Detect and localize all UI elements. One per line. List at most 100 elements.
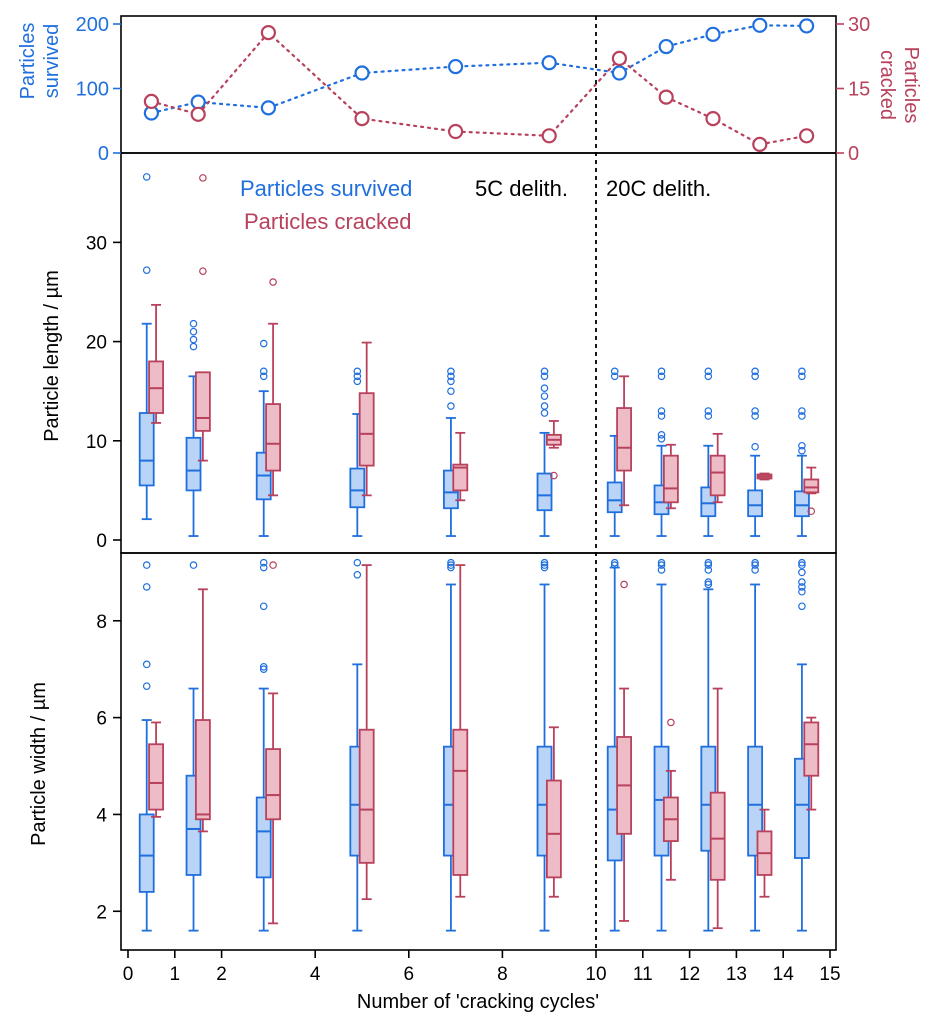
length-survived-box bbox=[536, 472, 553, 512]
particle-width-panel: Particle width / µm bbox=[28, 552, 837, 951]
width-cracked-box bbox=[358, 728, 375, 864]
width-survived-outlier bbox=[447, 563, 455, 572]
width-survived-outlier bbox=[353, 558, 362, 567]
cracked-count-point bbox=[190, 106, 206, 122]
width-survived-outlier bbox=[142, 583, 151, 591]
length-survived-outlier bbox=[657, 367, 666, 376]
cracked-count-point bbox=[354, 110, 370, 127]
survived-count-point bbox=[354, 65, 370, 81]
length-y-tick-label: 20 bbox=[86, 333, 107, 354]
width-survived-outlier bbox=[142, 660, 151, 669]
length-cracked-outlier bbox=[199, 267, 207, 275]
cracked-count-point bbox=[611, 50, 628, 67]
cracked-axis-title-line1: Particles bbox=[900, 47, 922, 124]
cracked-count-point bbox=[798, 128, 815, 144]
length-cracked-outlier bbox=[550, 471, 558, 480]
width-survived-outlier bbox=[259, 662, 268, 671]
survived-count-point bbox=[541, 55, 557, 71]
length-y-tick-label: 10 bbox=[86, 432, 107, 453]
x-axis-tick-label: 0 bbox=[123, 964, 134, 985]
width-survived-outlier bbox=[704, 578, 713, 586]
survived-count-point bbox=[798, 18, 815, 34]
cracked-axis-tick-label: 0 bbox=[848, 143, 859, 165]
width-survived-outlier bbox=[798, 568, 806, 577]
length-cracked-outlier bbox=[269, 278, 277, 286]
length-survived-outlier bbox=[189, 335, 198, 344]
width-y-tick-label: 8 bbox=[96, 612, 107, 633]
survived-axis-title-line1: Particles bbox=[17, 23, 39, 100]
width-survived-outlier bbox=[751, 558, 759, 567]
length-cracked-box bbox=[803, 478, 820, 494]
width-survived-outlier bbox=[657, 561, 666, 569]
width-survived-outlier bbox=[798, 583, 806, 591]
width-cracked-box bbox=[194, 719, 211, 821]
width-survived-outlier bbox=[447, 558, 455, 567]
length-cracked-box bbox=[709, 454, 726, 497]
legend-cracked: Particles cracked bbox=[244, 209, 412, 234]
cracked-count-point bbox=[752, 136, 768, 152]
length-survived-outlier bbox=[189, 319, 198, 328]
width-survived-outlier bbox=[189, 561, 198, 569]
width-survived-outlier bbox=[657, 566, 666, 574]
x-axis: Number of 'cracking cycles' bbox=[357, 991, 599, 1013]
x-axis-title: Number of 'cracking cycles' bbox=[357, 991, 599, 1013]
x-axis-tick-label: 13 bbox=[726, 964, 747, 985]
width-survived-box bbox=[794, 757, 810, 859]
width-cracked-box bbox=[545, 779, 562, 879]
length-survived-outlier bbox=[447, 402, 455, 410]
width-survived-outlier bbox=[798, 602, 806, 611]
length-survived-outlier bbox=[657, 431, 666, 439]
survived-axis-tick-label: 100 bbox=[76, 79, 109, 101]
width-cracked-outlier bbox=[269, 561, 277, 569]
survived-axis-title-line2: survived bbox=[41, 24, 63, 98]
width-survived-outlier bbox=[704, 561, 713, 569]
length-survived-outlier bbox=[704, 367, 713, 376]
width-survived-box bbox=[138, 813, 155, 893]
length-survived-outlier bbox=[259, 367, 268, 376]
length-survived-outlier bbox=[798, 446, 806, 455]
length-survived-outlier bbox=[657, 412, 666, 420]
cracked-count-line bbox=[150, 31, 808, 146]
length-survived-outlier bbox=[798, 412, 806, 420]
survived-axis-tick-label: 0 bbox=[98, 143, 109, 165]
cracked-axis-tick-label: 15 bbox=[848, 79, 870, 101]
x-axis-tick-label: 4 bbox=[310, 964, 321, 985]
cracked-axis-title-line2: cracked bbox=[876, 50, 898, 120]
length-survived-outlier bbox=[751, 367, 759, 376]
length-survived-outlier bbox=[657, 435, 666, 443]
length-survived-outlier bbox=[142, 266, 151, 274]
survived-count-point bbox=[611, 65, 628, 81]
x-axis-tick-label: 6 bbox=[404, 964, 415, 985]
length-survived-outlier bbox=[704, 372, 713, 381]
width-y-tick-label: 6 bbox=[96, 709, 107, 730]
length-cracked-outlier bbox=[199, 174, 207, 182]
survived-axis-tick-label: 200 bbox=[76, 14, 109, 36]
cracked-count-point bbox=[541, 128, 557, 144]
length-cracked-box bbox=[194, 371, 211, 432]
length-axis-title: Particle length / µm bbox=[41, 270, 63, 442]
length-survived-outlier bbox=[798, 372, 806, 381]
annotation-5c-delith: 5C delith. bbox=[475, 176, 568, 201]
length-survived-outlier bbox=[353, 367, 362, 376]
width-survived-outlier bbox=[540, 563, 549, 572]
length-survived-box bbox=[138, 412, 155, 487]
cracked-count-point bbox=[658, 89, 674, 105]
width-survived-outlier bbox=[798, 558, 806, 567]
length-survived-outlier bbox=[751, 412, 759, 420]
length-cracked-box bbox=[662, 454, 679, 504]
x-axis-tick-label: 11 bbox=[633, 964, 653, 985]
length-survived-outlier bbox=[189, 342, 198, 351]
length-cracked-box bbox=[358, 392, 375, 467]
length-survived-outlier bbox=[751, 372, 759, 381]
length-survived-outlier bbox=[447, 377, 455, 386]
length-survived-outlier bbox=[447, 367, 455, 376]
cracked-axis-tick-label: 30 bbox=[848, 14, 870, 36]
length-survived-outlier bbox=[540, 402, 549, 410]
width-survived-outlier bbox=[259, 602, 268, 611]
width-y-tick-label: 4 bbox=[96, 805, 107, 826]
survived-count-point bbox=[190, 94, 206, 110]
length-survived-outlier bbox=[447, 387, 455, 395]
length-cracked-outlier bbox=[807, 507, 816, 516]
width-survived-outlier bbox=[447, 561, 455, 569]
